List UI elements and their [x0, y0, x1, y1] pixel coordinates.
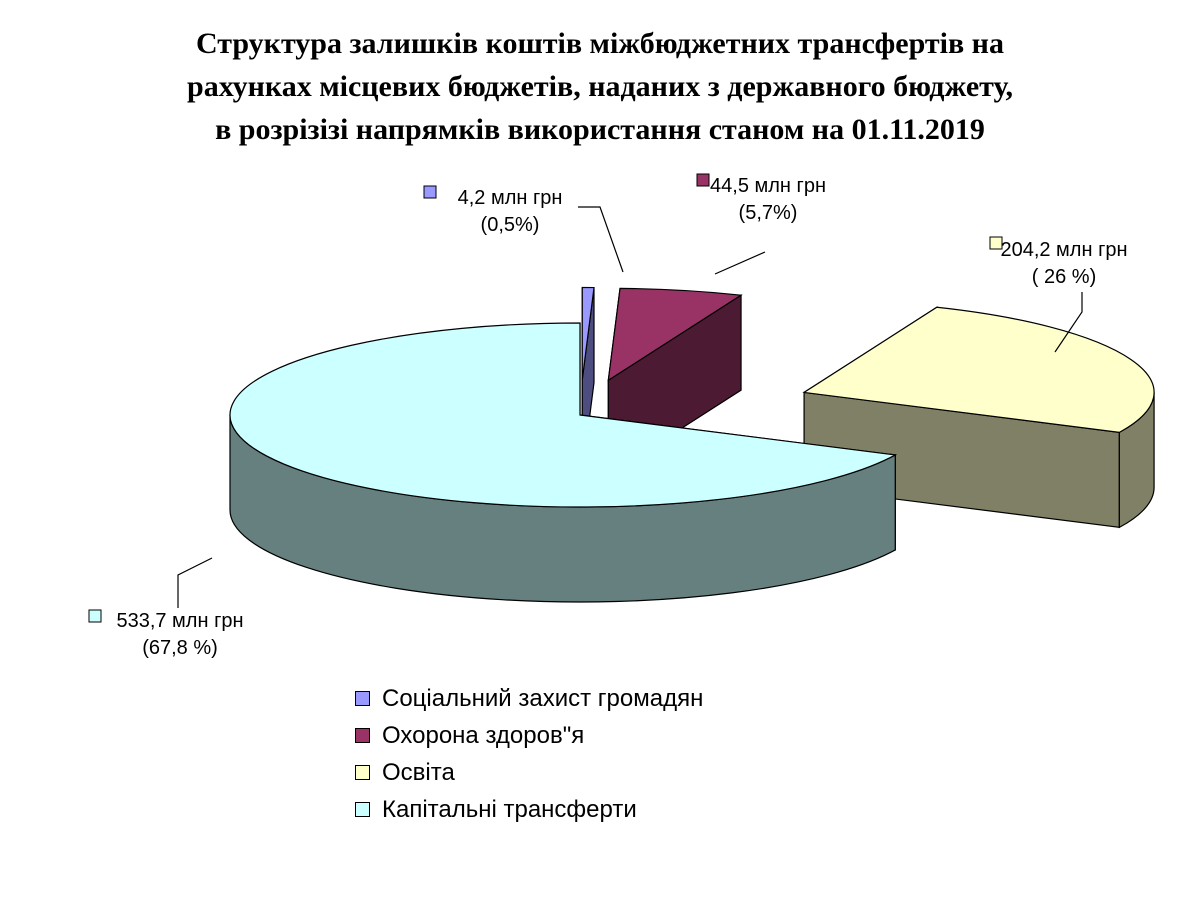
data-label-value-capital: 533,7 млн грн — [116, 610, 243, 632]
chart-title: Структура залишків коштів міжбюджетних т… — [0, 22, 1200, 151]
legend-item-capital: Капітальні трансферти — [355, 791, 703, 828]
leader-line-health — [714, 251, 766, 275]
data-label-percent-health: (5,7%) — [739, 202, 798, 224]
data-label-education: 204,2 млн грн ( 26 %) — [989, 236, 1128, 353]
legend-label-capital: Капітальні трансферти — [382, 795, 637, 823]
chart-title-line-2: рахунках місцевих бюджетів, наданих з де… — [187, 70, 1013, 103]
data-label-swatch-education — [989, 236, 1003, 250]
data-label-swatch-social — [423, 185, 437, 199]
legend-label-health: Охорона здоров"я — [382, 721, 585, 749]
data-label-health: 44,5 млн грн (5,7%) — [696, 173, 826, 275]
data-label-swatch-health — [696, 173, 710, 187]
pie-slice-top-capital — [229, 322, 898, 508]
data-label-value-social: 4,2 млн грн — [458, 187, 563, 209]
leader-line-education — [1054, 292, 1083, 353]
chart-title-line-3: в розрізізі напрямків використання стано… — [215, 113, 985, 146]
data-label-value-education: 204,2 млн грн — [1000, 239, 1127, 261]
leader-line-social — [578, 206, 624, 273]
pie-slice-capital — [229, 322, 898, 603]
data-label-percent-education: ( 26 %) — [1032, 266, 1096, 288]
legend-swatch-social — [355, 691, 370, 706]
pie-slice-education — [802, 306, 1155, 529]
chart-title-line-1: Структура залишків коштів міжбюджетних т… — [196, 27, 1004, 60]
chart-legend: Соціальний захист громадян Охорона здоро… — [355, 680, 703, 828]
data-label-swatch-capital — [88, 609, 102, 623]
legend-item-health: Охорона здоров"я — [355, 717, 703, 754]
legend-swatch-education — [355, 765, 370, 780]
legend-item-social: Соціальний захист громадян — [355, 680, 703, 717]
data-label-capital: 533,7 млн грн (67,8 %) — [88, 557, 244, 659]
data-label-percent-social: (0,5%) — [481, 214, 540, 236]
legend-label-education: Освіта — [382, 758, 455, 786]
pie-slice-top-education — [802, 306, 1155, 433]
pie-slice-top-social — [581, 286, 595, 380]
legend-label-social: Соціальний захист громадян — [382, 684, 704, 712]
legend-swatch-capital — [355, 802, 370, 817]
data-label-value-health: 44,5 млн грн — [710, 175, 826, 197]
data-label-social: 4,2 млн грн (0,5%) — [423, 185, 624, 273]
data-label-percent-capital: (67,8 %) — [142, 637, 218, 659]
leader-line-capital — [177, 557, 213, 608]
legend-item-education: Освіта — [355, 754, 703, 791]
legend-swatch-health — [355, 728, 370, 743]
pie-slice-top-health — [607, 287, 743, 382]
